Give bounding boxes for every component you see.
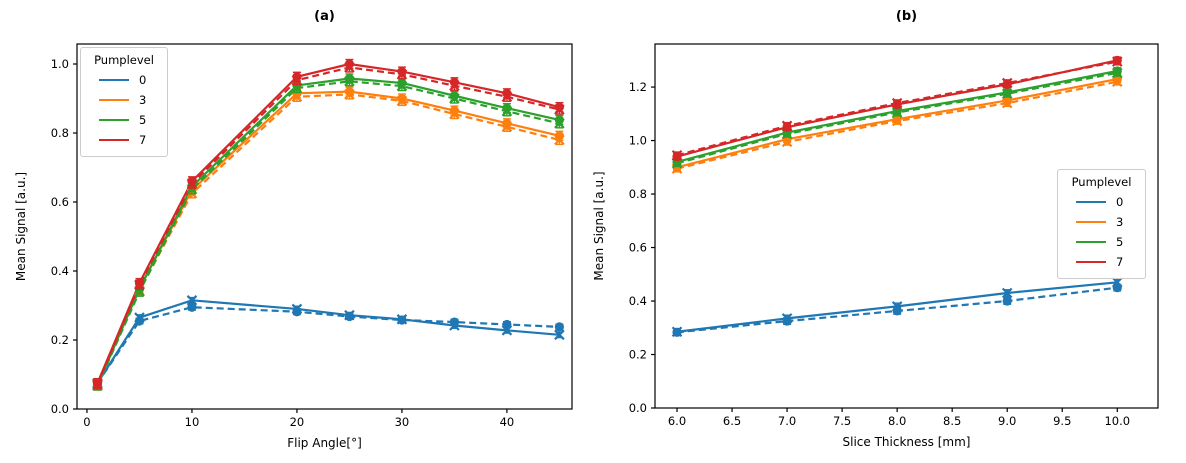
y-tick-label: 0.0 xyxy=(51,402,69,416)
legend-entry-label: 0 xyxy=(139,73,147,87)
legend-line-swatch xyxy=(99,78,129,82)
subplot-a-ylabel: Mean Signal [a.u.] xyxy=(14,172,28,281)
x-tick-label: 40 xyxy=(500,415,515,429)
legend-entry-pump7: 7 xyxy=(1064,252,1139,272)
legend-entry-label: 3 xyxy=(1116,215,1124,229)
legend-title: Pumplevel xyxy=(94,53,154,67)
subplot-b-xlabel: Slice Thickness [mm] xyxy=(843,435,971,449)
subplot-a-title: (a) xyxy=(314,9,335,24)
series-pumplevel-7-dashed-markers xyxy=(92,62,565,390)
x-tick-label: 9.0 xyxy=(998,414,1016,428)
legend-line-swatch xyxy=(1076,240,1106,244)
y-tick-label: 0.2 xyxy=(51,333,69,347)
x-tick-label: 7.0 xyxy=(778,414,796,428)
legend-entry-pump5: 5 xyxy=(1064,232,1139,252)
legend-line-swatch xyxy=(1076,260,1106,264)
legend-line-swatch xyxy=(99,118,129,122)
y-tick-label: 0.6 xyxy=(629,241,647,255)
legend-entry-pump0: 0 xyxy=(1064,192,1139,212)
x-tick-label: 10.0 xyxy=(1104,414,1130,428)
y-tick-label: 1.0 xyxy=(629,134,647,148)
x-tick-label: 9.5 xyxy=(1053,414,1071,428)
legend-entry-label: 7 xyxy=(1116,255,1124,269)
y-tick-label: 0.0 xyxy=(629,401,647,415)
y-tick-label: 0.4 xyxy=(51,264,69,278)
series-pumplevel-7-dashed-markers xyxy=(671,56,1123,161)
subplot-b-title: (b) xyxy=(896,9,917,24)
legend-title: Pumplevel xyxy=(1071,175,1132,189)
y-tick-label: 0.2 xyxy=(629,348,647,362)
legend-b: Pumplevel 0 3 5 7 xyxy=(1057,169,1146,279)
legend-entry-label: 5 xyxy=(139,113,147,127)
legend-line-swatch xyxy=(1076,220,1106,224)
subplot-b-spines xyxy=(654,43,1159,409)
x-tick-label: 7.5 xyxy=(833,414,851,428)
x-tick-label: 8.5 xyxy=(943,414,961,428)
y-tick-label: 1.0 xyxy=(51,57,69,71)
legend-entry-pump0: 0 xyxy=(87,70,161,90)
subplot-a-xlabel: Flip Angle[°] xyxy=(287,436,362,450)
subplot-b: (b) 6.0 6.5 7.0 7.5 8.0 8.5 9.0 9.5 10.0 0.0 0.2 0.4… xyxy=(592,9,1159,449)
legend-entry-pump7: 7 xyxy=(87,130,161,150)
x-tick-label: 30 xyxy=(395,415,410,429)
y-tick-label: 1.2 xyxy=(629,80,647,94)
legend-line-swatch xyxy=(99,98,129,102)
legend-entry-pump3: 3 xyxy=(87,90,161,110)
subplot-b-ylabel: Mean Signal [a.u.] xyxy=(592,171,606,280)
legend-entry-label: 0 xyxy=(1116,195,1124,209)
legend-entry-pump3: 3 xyxy=(1064,212,1139,232)
series-pumplevel-0-dashed-line xyxy=(96,306,560,384)
x-tick-label: 6.5 xyxy=(723,414,741,428)
legend-entry-label: 5 xyxy=(1116,235,1124,249)
x-tick-label: 20 xyxy=(290,415,305,429)
series-pumplevel-3-dashed-line xyxy=(676,80,1118,170)
legend-line-swatch xyxy=(1076,200,1106,204)
x-tick-label: 10 xyxy=(185,415,200,429)
subplot-a-spines xyxy=(76,43,573,410)
series-pumplevel-0-dashed-markers xyxy=(672,283,1122,337)
x-tick-label: 8.0 xyxy=(888,414,906,428)
legend-a: Pumplevel 0 3 5 7 xyxy=(80,47,168,157)
legend-entry-label: 3 xyxy=(139,93,147,107)
y-tick-label: 0.6 xyxy=(51,195,69,209)
y-tick-label: 0.8 xyxy=(51,126,69,140)
y-tick-label: 0.4 xyxy=(629,294,647,308)
x-tick-label: 0 xyxy=(83,415,90,429)
legend-entry-pump5: 5 xyxy=(87,110,161,130)
y-tick-label: 0.8 xyxy=(629,187,647,201)
x-tick-label: 6.0 xyxy=(668,414,686,428)
legend-line-swatch xyxy=(99,138,129,142)
legend-entry-label: 7 xyxy=(139,133,147,147)
